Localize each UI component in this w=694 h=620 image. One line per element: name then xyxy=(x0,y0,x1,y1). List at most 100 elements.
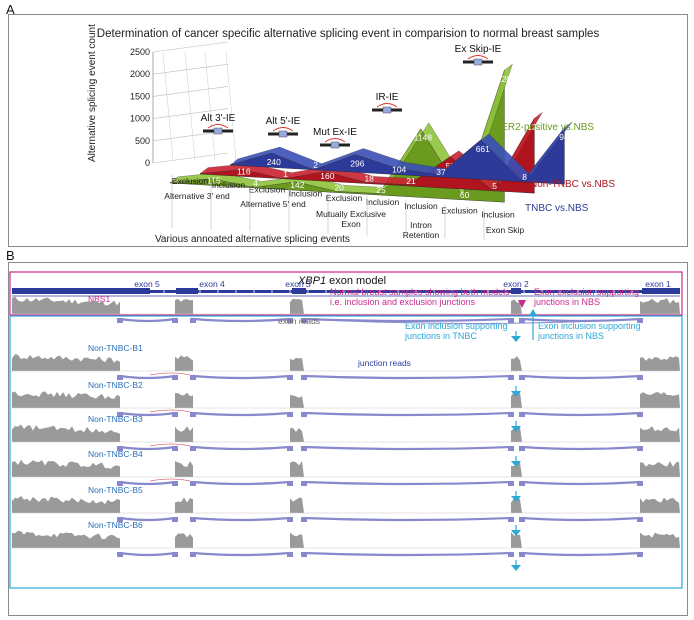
junction-end xyxy=(301,481,307,486)
junction-end xyxy=(519,517,525,522)
annotation-excl-nbs: Exon exclusion supporting junctions in NB… xyxy=(533,287,639,307)
junction-end xyxy=(519,412,525,417)
coverage-hump xyxy=(12,530,120,548)
exon-block xyxy=(511,288,521,294)
event-glyph-arc xyxy=(376,103,398,108)
coverage-hump xyxy=(511,462,522,477)
group-label: Mutually Exclusive xyxy=(316,209,386,219)
grid-line xyxy=(152,152,229,164)
coverage-hump xyxy=(640,356,680,371)
wall-line xyxy=(204,51,216,161)
exon-label: exon 1 xyxy=(645,279,671,289)
coverage-hump xyxy=(511,532,522,548)
y-tick-label: 2500 xyxy=(130,47,150,57)
junction-end xyxy=(301,552,307,557)
y-tick-label: 0 xyxy=(145,158,150,168)
alt-junction-arc xyxy=(149,372,191,376)
junction-arc xyxy=(303,516,512,522)
coverage-hump xyxy=(175,298,193,314)
grid-line xyxy=(152,41,229,53)
coverage-hump xyxy=(640,532,680,548)
sub-category-label: Exclusion xyxy=(249,184,286,194)
sub-category-label: Inclusion xyxy=(289,189,323,199)
group-label: Exon xyxy=(341,219,361,229)
event-glyph-exon xyxy=(330,141,340,149)
event-type-labels: Alt 3'-IE Alt 5'-IE Mut Ex-IE IR-IE Ex Skip-… xyxy=(201,44,502,149)
junction-arc xyxy=(303,445,512,451)
junction-end xyxy=(637,481,643,486)
coverage-hump xyxy=(175,497,193,513)
junction-end xyxy=(190,481,196,486)
junction-end xyxy=(637,552,643,557)
panel-a-frame xyxy=(8,14,688,247)
coverage-hump xyxy=(290,532,304,548)
x-axis-label: Various annoated alternative splicing ev… xyxy=(155,234,350,245)
legend-entry: HER2-positive vs.NBS xyxy=(494,122,594,133)
coverage-hump xyxy=(511,426,522,442)
y-tick-label: 500 xyxy=(135,136,150,146)
exon-model: exon 5 exon 4 exon 3 exon 2 exon 1 xyxy=(12,279,680,297)
junction-end xyxy=(301,517,307,522)
sample-tracks: NBS1 Non-TNBC-B1 Non-TNBC-B2 Non-TNBC-B3 Non… xyxy=(12,294,680,557)
coverage-hump xyxy=(640,426,680,442)
exon-label: exon 3 xyxy=(285,279,311,289)
annotation-arrows xyxy=(511,300,537,571)
annotation-incl-nbs: Exon inclusion supporting junctions in NB… xyxy=(537,321,641,341)
data-label: 21 xyxy=(406,176,416,186)
junction-end xyxy=(301,446,307,451)
junction-arc xyxy=(521,411,641,417)
junction-end xyxy=(637,375,643,380)
cyan-box xyxy=(9,315,683,589)
junction-arc xyxy=(192,445,291,451)
junction-arc xyxy=(119,445,176,451)
junction-end xyxy=(287,318,293,323)
group-label: Intron xyxy=(410,220,432,230)
cyan-arrow-down xyxy=(511,530,521,536)
data-label: 1 xyxy=(283,169,288,179)
junction-end xyxy=(117,517,123,522)
junction-end xyxy=(190,517,196,522)
sample-label: Non-TNBC-B4 xyxy=(88,449,143,459)
data-label: 160 xyxy=(320,171,334,181)
exon-block xyxy=(292,288,306,294)
cyan-arrow-down xyxy=(511,426,521,432)
junction-end xyxy=(117,318,123,323)
event-type-label: Alt 5'-IE xyxy=(266,116,301,127)
junction-end xyxy=(190,375,196,380)
junction-arc xyxy=(303,480,512,486)
data-label: 142 xyxy=(290,180,304,190)
coverage-hump xyxy=(511,356,522,371)
data-label: 2206 xyxy=(497,74,516,84)
junction-end xyxy=(287,446,293,451)
coverage-hump xyxy=(290,357,304,371)
cyan-arrow-down xyxy=(511,336,521,342)
junction-arc xyxy=(192,317,291,323)
junction-end xyxy=(287,517,293,522)
sub-category-label: Exclusion xyxy=(326,193,363,203)
junction-arc xyxy=(521,516,641,522)
group-label: Retention xyxy=(403,230,440,240)
legend-entry: TNBC vs.NBS xyxy=(525,203,589,214)
data-label: 2 xyxy=(230,155,235,165)
coverage-hump xyxy=(175,355,193,371)
y-ticks: 0 500 1000 1500 2000 2500 xyxy=(130,47,150,168)
junction-end xyxy=(519,552,525,557)
group-label: Alternative 5' end xyxy=(240,199,306,209)
data-label: 1253 xyxy=(527,122,546,132)
junction-end xyxy=(287,481,293,486)
data-label: 2 xyxy=(313,160,318,170)
event-type-label: Alt 3'-IE xyxy=(201,113,236,124)
coverage-hump xyxy=(511,497,522,513)
junction-arc xyxy=(192,411,291,417)
coverage-hump xyxy=(175,533,193,548)
event-glyph-exon xyxy=(213,127,223,135)
exon-label: exon 5 xyxy=(134,279,160,289)
junction-end xyxy=(190,318,196,323)
coverage-hump xyxy=(12,424,120,442)
annotation-exon-reads: exon reads xyxy=(278,316,320,326)
wall-line xyxy=(225,51,237,161)
event-glyph-exon xyxy=(278,130,288,138)
junction-end xyxy=(172,375,178,380)
coverage-hump xyxy=(290,497,304,513)
